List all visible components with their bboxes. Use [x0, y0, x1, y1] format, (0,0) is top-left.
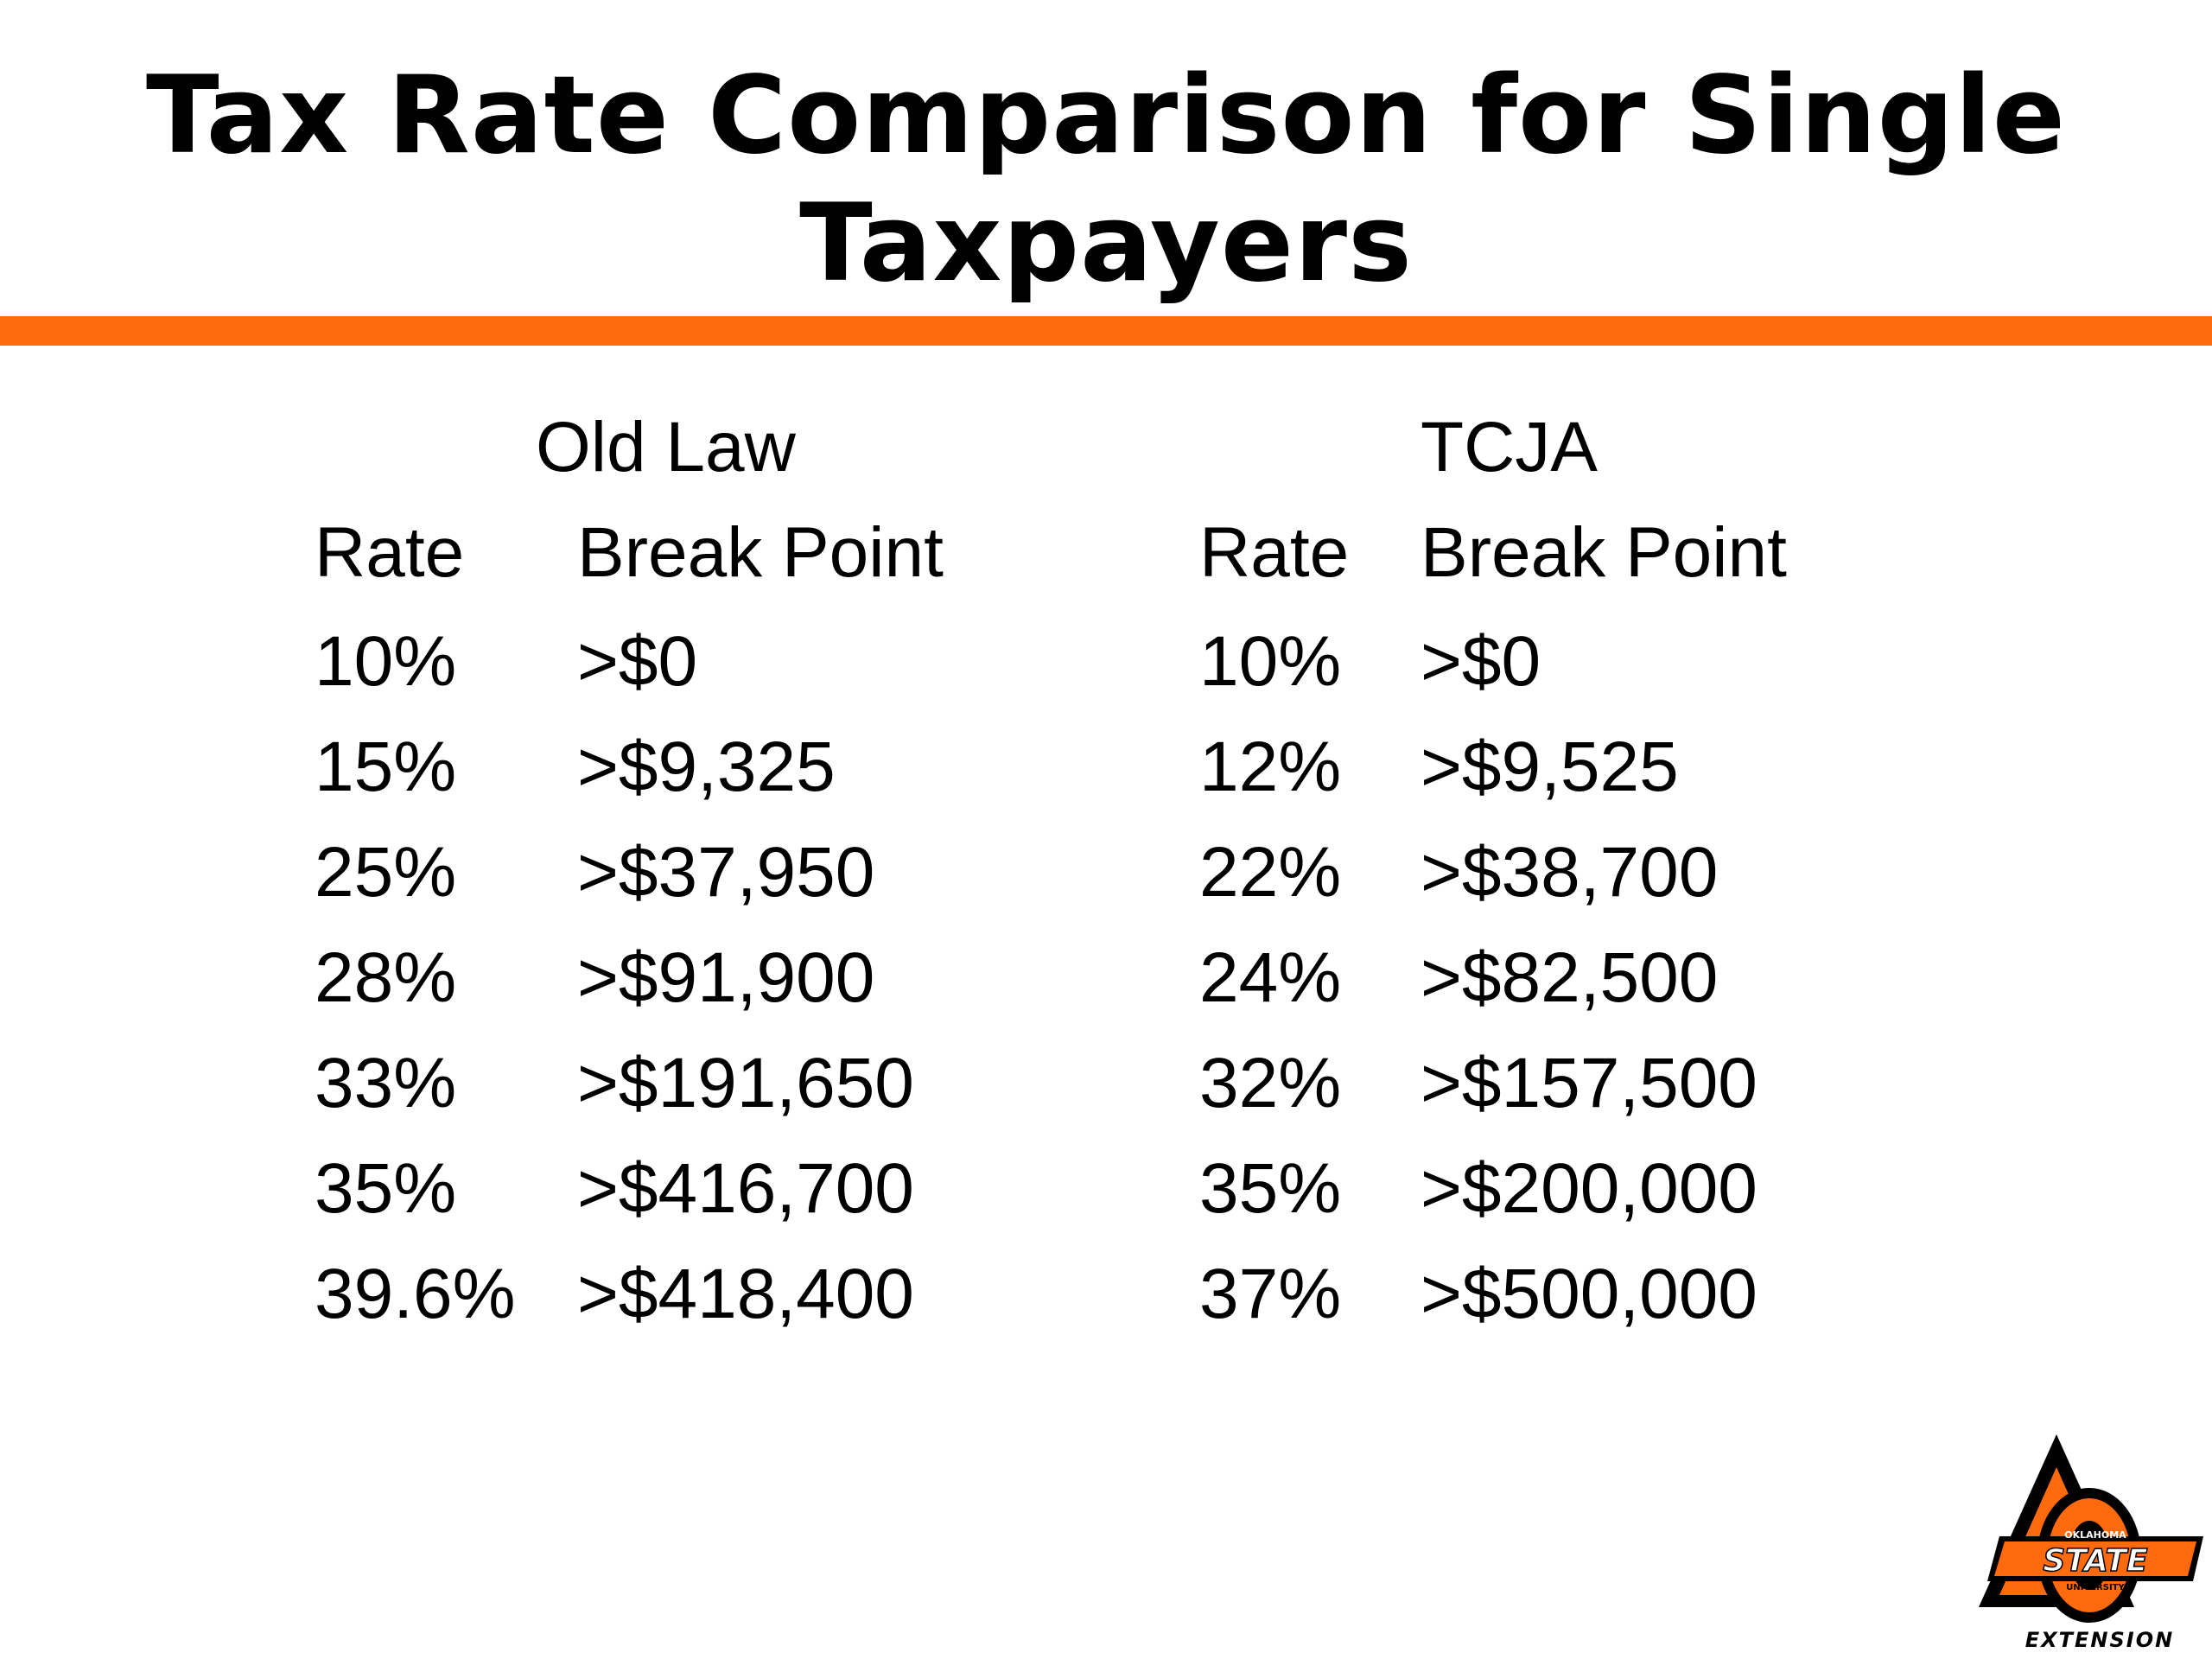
- logo-text-extension: EXTENSION: [2025, 1628, 2174, 1652]
- tcja-break-point: >$500,000: [1421, 1255, 1758, 1333]
- tcja-break-header: Break Point: [1421, 513, 1787, 592]
- tcja-break-point: >$9,525: [1421, 728, 1679, 806]
- old-law-rate: 35%: [315, 1149, 457, 1228]
- title-line-2: Taxpayers: [799, 181, 1413, 306]
- tcja-rate: 12%: [1199, 728, 1342, 806]
- old-law-rate: 15%: [315, 728, 457, 806]
- tcja-rate: 10%: [1199, 622, 1342, 701]
- tcja-rate: 24%: [1199, 938, 1342, 1017]
- old-law-break-point: >$0: [577, 622, 698, 701]
- title-line-1: Tax Rate Comparison for Single: [146, 54, 2066, 178]
- old-law-rate-header: Rate: [315, 513, 465, 592]
- old-law-break-point: >$37,950: [577, 833, 875, 912]
- old-law-break-header: Break Point: [577, 513, 944, 592]
- old-law-break-point: >$418,400: [577, 1255, 914, 1333]
- tcja-break-point: >$82,500: [1421, 938, 1719, 1017]
- old-law-break-point: >$9,325: [577, 728, 836, 806]
- tcja-rate: 37%: [1199, 1255, 1342, 1333]
- tcja-rate: 22%: [1199, 833, 1342, 912]
- logo-banner-fill: [1994, 1541, 2196, 1576]
- osu-logo-graphic: OKLAHOMA STATE UNIVERSITY EXTENSION: [1979, 1434, 2203, 1652]
- slide-title: Tax Rate Comparison for Single Taxpayers: [0, 52, 2212, 308]
- tcja-break-point: >$157,500: [1421, 1044, 1758, 1122]
- logo-text-oklahoma: OKLAHOMA: [2064, 1529, 2126, 1541]
- tcja-rate: 32%: [1199, 1044, 1342, 1122]
- old-law-rate: 25%: [315, 833, 457, 912]
- tcja-break-point: >$38,700: [1421, 833, 1719, 912]
- old-law-break-point: >$91,900: [577, 938, 875, 1017]
- old-law-break-point: >$191,650: [577, 1044, 914, 1122]
- tcja-rate: 35%: [1199, 1149, 1342, 1228]
- tcja-rate-header: Rate: [1199, 513, 1350, 592]
- orange-divider: [0, 316, 2212, 346]
- old-law-rate: 28%: [315, 938, 457, 1017]
- tcja-break-point: >$200,000: [1421, 1149, 1758, 1228]
- logo-text-university: UNIVERSITY: [2066, 1583, 2125, 1592]
- tcja-break-point: >$0: [1421, 622, 1541, 701]
- old-law-rate: 10%: [315, 622, 457, 701]
- old-law-break-point: >$416,700: [577, 1149, 914, 1228]
- tcja-heading: TCJA: [1421, 408, 1598, 486]
- old-law-heading: Old Law: [536, 408, 796, 486]
- logo-text-state: STATE: [2043, 1543, 2148, 1579]
- osu-extension-logo: OKLAHOMA STATE UNIVERSITY EXTENSION: [1961, 1434, 2212, 1655]
- old-law-rate: 33%: [315, 1044, 457, 1122]
- old-law-rate: 39.6%: [315, 1255, 516, 1333]
